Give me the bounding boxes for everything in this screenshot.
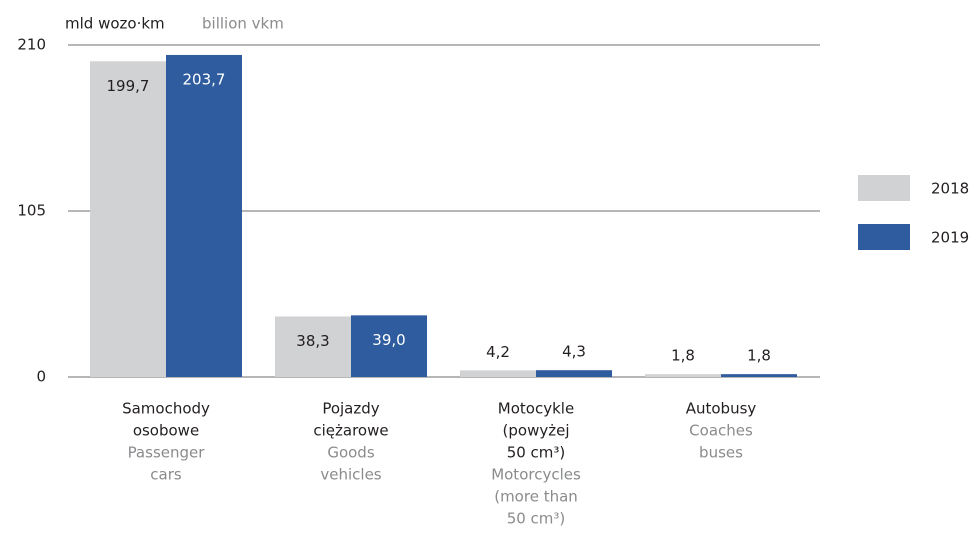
value-label: 39,0 xyxy=(372,331,405,349)
value-label: 199,7 xyxy=(107,77,150,95)
x-tick-label-en: Passenger xyxy=(128,444,206,462)
x-tick-label-en: Goods xyxy=(327,444,374,462)
bar xyxy=(166,54,242,378)
x-tick-label: ciężarowe xyxy=(313,422,388,440)
legend-label: 2019 xyxy=(931,229,969,247)
x-tick-label-en: 50 cm³) xyxy=(507,510,566,528)
bar xyxy=(351,315,427,377)
value-label: 203,7 xyxy=(183,70,226,88)
y-axis-label-en: billion vkm xyxy=(202,15,284,33)
value-label: 4,2 xyxy=(486,343,510,361)
value-label: 4,3 xyxy=(562,343,586,361)
x-tick-label-en: Coaches xyxy=(689,422,753,440)
y-tick-label: 105 xyxy=(17,202,46,220)
legend-swatch xyxy=(858,224,910,250)
bar xyxy=(275,316,351,377)
bar xyxy=(645,374,721,377)
y-tick-label: 210 xyxy=(17,36,46,54)
bar xyxy=(536,370,612,377)
bar xyxy=(460,370,536,377)
x-tick-label: osobowe xyxy=(133,422,199,440)
x-tick-label-en: buses xyxy=(699,444,743,462)
legend-swatch xyxy=(858,175,910,201)
x-tick-label: Motocykle xyxy=(498,400,574,418)
x-tick-label-en: vehicles xyxy=(320,466,381,484)
y-tick-label: 0 xyxy=(36,368,46,386)
bar xyxy=(721,374,797,377)
x-tick-label: Autobusy xyxy=(686,400,757,418)
value-label: 1,8 xyxy=(747,347,771,365)
value-label: 38,3 xyxy=(296,332,329,350)
x-tick-label: Pojazdy xyxy=(322,400,379,418)
value-label: 1,8 xyxy=(671,347,695,365)
x-tick-label: 50 cm³) xyxy=(507,444,566,462)
bar xyxy=(90,61,166,377)
x-tick-label-en: (more than xyxy=(494,488,578,506)
x-tick-label: Samochody xyxy=(122,400,210,418)
x-tick-label-en: Motorcycles xyxy=(491,466,581,484)
x-tick-label-en: cars xyxy=(150,466,182,484)
legend-label: 2018 xyxy=(931,180,969,198)
x-tick-label: (powyżej xyxy=(503,422,570,440)
y-axis-label: mld wozo·km xyxy=(65,15,165,33)
